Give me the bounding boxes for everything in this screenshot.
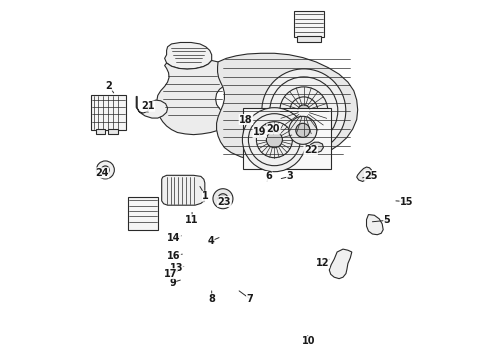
Bar [243,108,331,169]
Bar [91,95,126,130]
Polygon shape [357,167,371,181]
Polygon shape [329,249,352,279]
Text: 17: 17 [164,269,177,279]
Text: 10: 10 [302,336,316,346]
Text: 8: 8 [208,294,215,304]
Text: 9: 9 [169,278,176,288]
Polygon shape [309,142,323,153]
Bar [297,36,321,42]
Text: 1: 1 [202,191,209,201]
Text: 15: 15 [400,197,414,207]
Circle shape [262,69,346,153]
Text: 12: 12 [316,258,329,268]
Bar [96,129,105,134]
Circle shape [298,105,310,117]
Text: 7: 7 [246,294,253,304]
Bar [108,129,118,134]
Circle shape [101,166,109,174]
Circle shape [213,189,233,209]
Text: 16: 16 [167,251,181,261]
Text: 2: 2 [105,81,112,91]
Polygon shape [162,175,205,205]
Text: 14: 14 [167,233,181,243]
Polygon shape [157,60,229,135]
Circle shape [218,194,228,204]
Text: 20: 20 [267,124,280,134]
Text: 23: 23 [218,197,231,207]
Text: 6: 6 [265,171,272,181]
Text: 19: 19 [253,127,267,138]
Text: 3: 3 [287,171,294,181]
Circle shape [243,108,306,172]
Polygon shape [165,42,212,69]
Text: 25: 25 [365,171,378,181]
Text: 13: 13 [170,263,183,273]
Bar [128,197,158,230]
Text: 5: 5 [384,215,391,225]
Text: 24: 24 [95,168,109,178]
Polygon shape [136,96,168,118]
Circle shape [289,116,317,144]
Text: 11: 11 [185,215,199,225]
Polygon shape [367,215,383,235]
Circle shape [296,123,310,137]
Text: 22: 22 [304,145,318,156]
Text: 4: 4 [207,236,214,246]
Text: 21: 21 [141,101,155,111]
Circle shape [267,132,282,148]
Polygon shape [217,53,358,163]
Bar [294,11,324,37]
Circle shape [97,161,114,179]
Text: 18: 18 [239,114,253,125]
Bar [194,191,204,201]
